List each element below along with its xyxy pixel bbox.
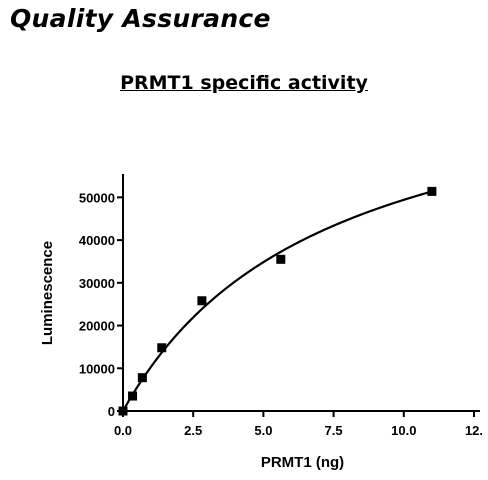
data-point — [276, 254, 286, 264]
fit-curve — [122, 190, 433, 412]
x-tick-label: 0.0 — [114, 423, 132, 438]
y-tick-label: 10000 — [79, 361, 115, 376]
y-tick-label: 50000 — [79, 190, 115, 205]
y-tick-label: 20000 — [79, 319, 115, 334]
x-tick-label: 5.0 — [254, 423, 272, 438]
data-point — [128, 391, 138, 401]
data-point — [427, 186, 437, 196]
x-tick-label: 2.5 — [184, 423, 202, 438]
data-point — [118, 406, 128, 416]
y-tick-label: 40000 — [79, 233, 115, 248]
x-axis-title: PRMT1 (ng) — [261, 454, 344, 471]
chart-title: PRMT1 specific activity — [120, 72, 368, 94]
y-axis-title: Luminescence — [39, 241, 56, 345]
data-point — [197, 296, 207, 306]
page-heading: Quality Assurance — [10, 4, 271, 33]
y-tick-label: 30000 — [79, 276, 115, 291]
x-tick-label: 7.5 — [325, 423, 343, 438]
x-tick-label: 10.0 — [391, 423, 416, 438]
y-tick-label: 0 — [108, 404, 115, 419]
x-tick-label: 12. — [465, 423, 483, 438]
data-point — [137, 373, 147, 383]
data-point — [157, 343, 167, 353]
